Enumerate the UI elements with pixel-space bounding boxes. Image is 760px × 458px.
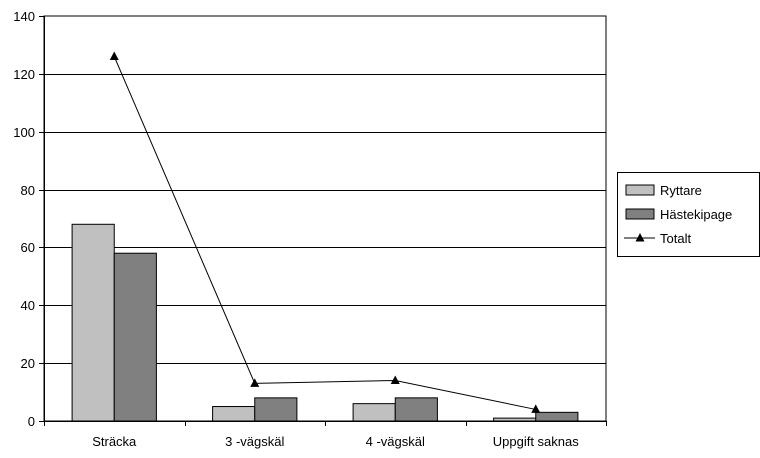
y-tick-label: 100 bbox=[13, 125, 35, 140]
y-tick-label: 60 bbox=[21, 240, 35, 255]
legend-marker-totalt bbox=[635, 233, 645, 242]
marker-totalt-1 bbox=[250, 378, 260, 387]
marker-totalt-0 bbox=[109, 51, 119, 60]
legend-label-totalt: Totalt bbox=[660, 231, 691, 246]
x-tick-label: 4 -vägskäl bbox=[366, 434, 425, 449]
x-tick-label: Uppgift saknas bbox=[493, 434, 579, 449]
y-tick-label: 140 bbox=[13, 9, 35, 24]
bars bbox=[71, 223, 579, 422]
y-tick-label: 120 bbox=[13, 67, 35, 82]
axes bbox=[39, 16, 607, 426]
legend: Ryttare Hästekipage Totalt bbox=[617, 172, 760, 257]
y-tick-label: 80 bbox=[21, 183, 35, 198]
bar-ryttare-0 bbox=[71, 223, 115, 422]
y-tick-label: 40 bbox=[21, 298, 35, 313]
legend-label-ryttare: Ryttare bbox=[660, 183, 702, 198]
x-tick-labels: Sträcka 3 -vägskäl 4 -vägskäl Uppgift sakna… bbox=[92, 434, 579, 449]
y-tick-labels: 0 20 40 60 80 100 120 140 bbox=[13, 9, 35, 429]
x-tick-label: 3 -vägskäl bbox=[225, 434, 284, 449]
y-tick-label: 0 bbox=[28, 414, 35, 429]
line-totalt bbox=[113, 56, 536, 410]
marker-totalt-3 bbox=[531, 404, 541, 413]
bar-hästekipage-1 bbox=[254, 397, 298, 422]
total-line bbox=[109, 51, 541, 413]
legend-swatch-hästekipage bbox=[625, 208, 655, 220]
bar-hästekipage-3 bbox=[535, 411, 579, 422]
y-tick-label: 20 bbox=[21, 356, 35, 371]
bar-hästekipage-0 bbox=[113, 252, 157, 422]
bar-ryttare-2 bbox=[352, 403, 396, 422]
bar-hästekipage-2 bbox=[394, 397, 438, 422]
legend-swatch-ryttare bbox=[625, 184, 655, 196]
bar-ryttare-3 bbox=[493, 417, 537, 422]
legend-label-hästekipage: Hästekipage bbox=[660, 207, 732, 222]
marker-totalt-2 bbox=[390, 375, 400, 384]
bar-ryttare-1 bbox=[212, 406, 256, 422]
x-tick-label: Sträcka bbox=[92, 434, 137, 449]
